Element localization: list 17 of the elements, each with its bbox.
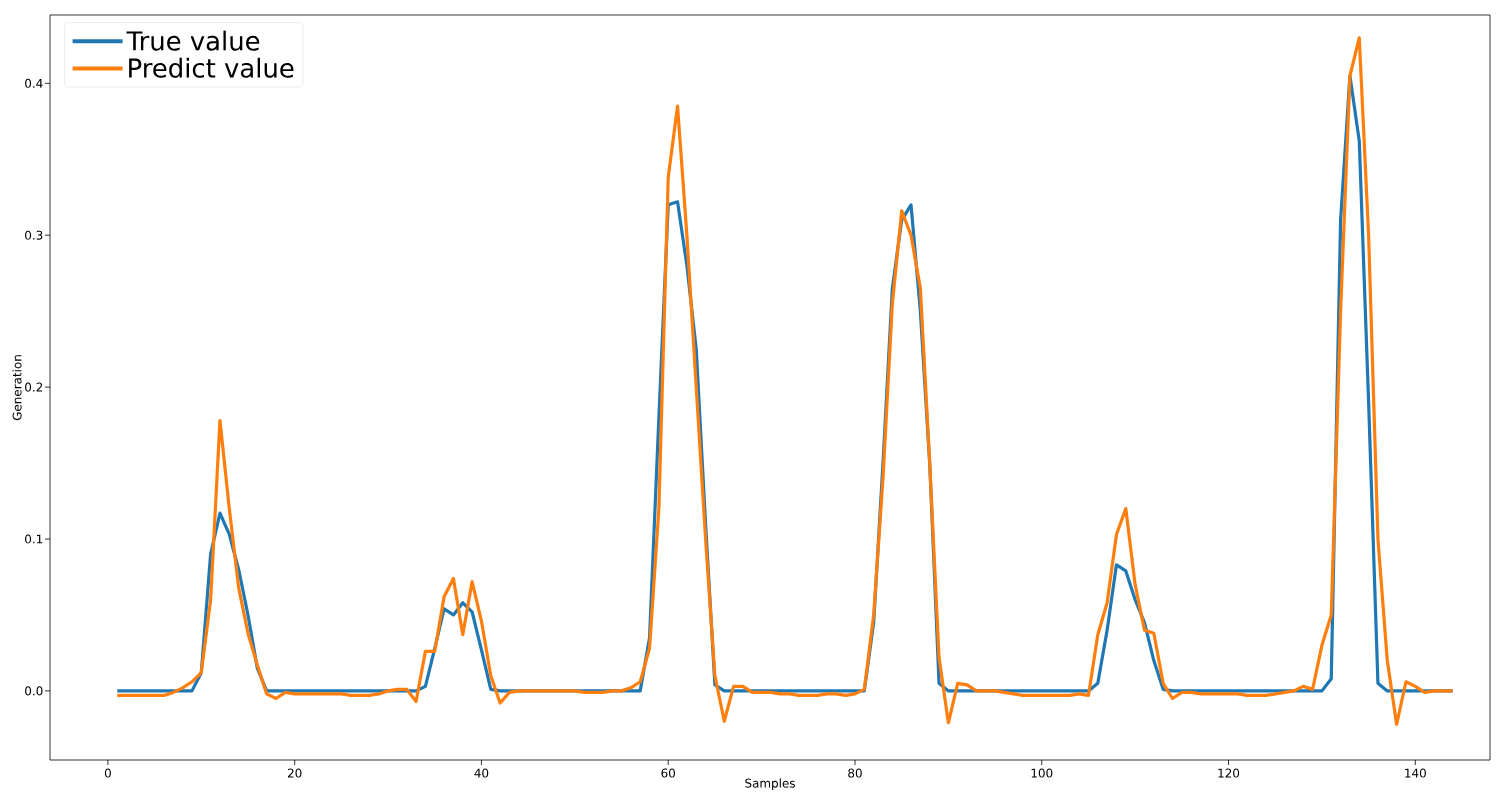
x-tick-label: 100	[1031, 768, 1053, 778]
x-tick-label: 0	[104, 768, 111, 778]
x-tick-label: 60	[661, 768, 676, 778]
x-tick-label: 120	[1218, 768, 1240, 778]
y-tick-label: 0.3	[25, 230, 43, 240]
x-tick-label: 40	[474, 768, 489, 778]
y-tick-label: 0.4	[25, 78, 43, 88]
x-axis-title: Samples	[745, 778, 795, 790]
legend-label: Predict value	[129, 57, 294, 78]
y-tick-label: 0.2	[25, 382, 43, 392]
y-tick-label: 0.0	[25, 686, 43, 696]
y-tick-label: 0.1	[25, 534, 43, 544]
y-axis-title: Generation	[12, 355, 22, 421]
x-tick-label: 20	[287, 768, 302, 778]
x-tick-label: 80	[848, 768, 862, 778]
legend-label: True value	[126, 30, 260, 51]
x-tick-label: 140	[1405, 768, 1426, 778]
